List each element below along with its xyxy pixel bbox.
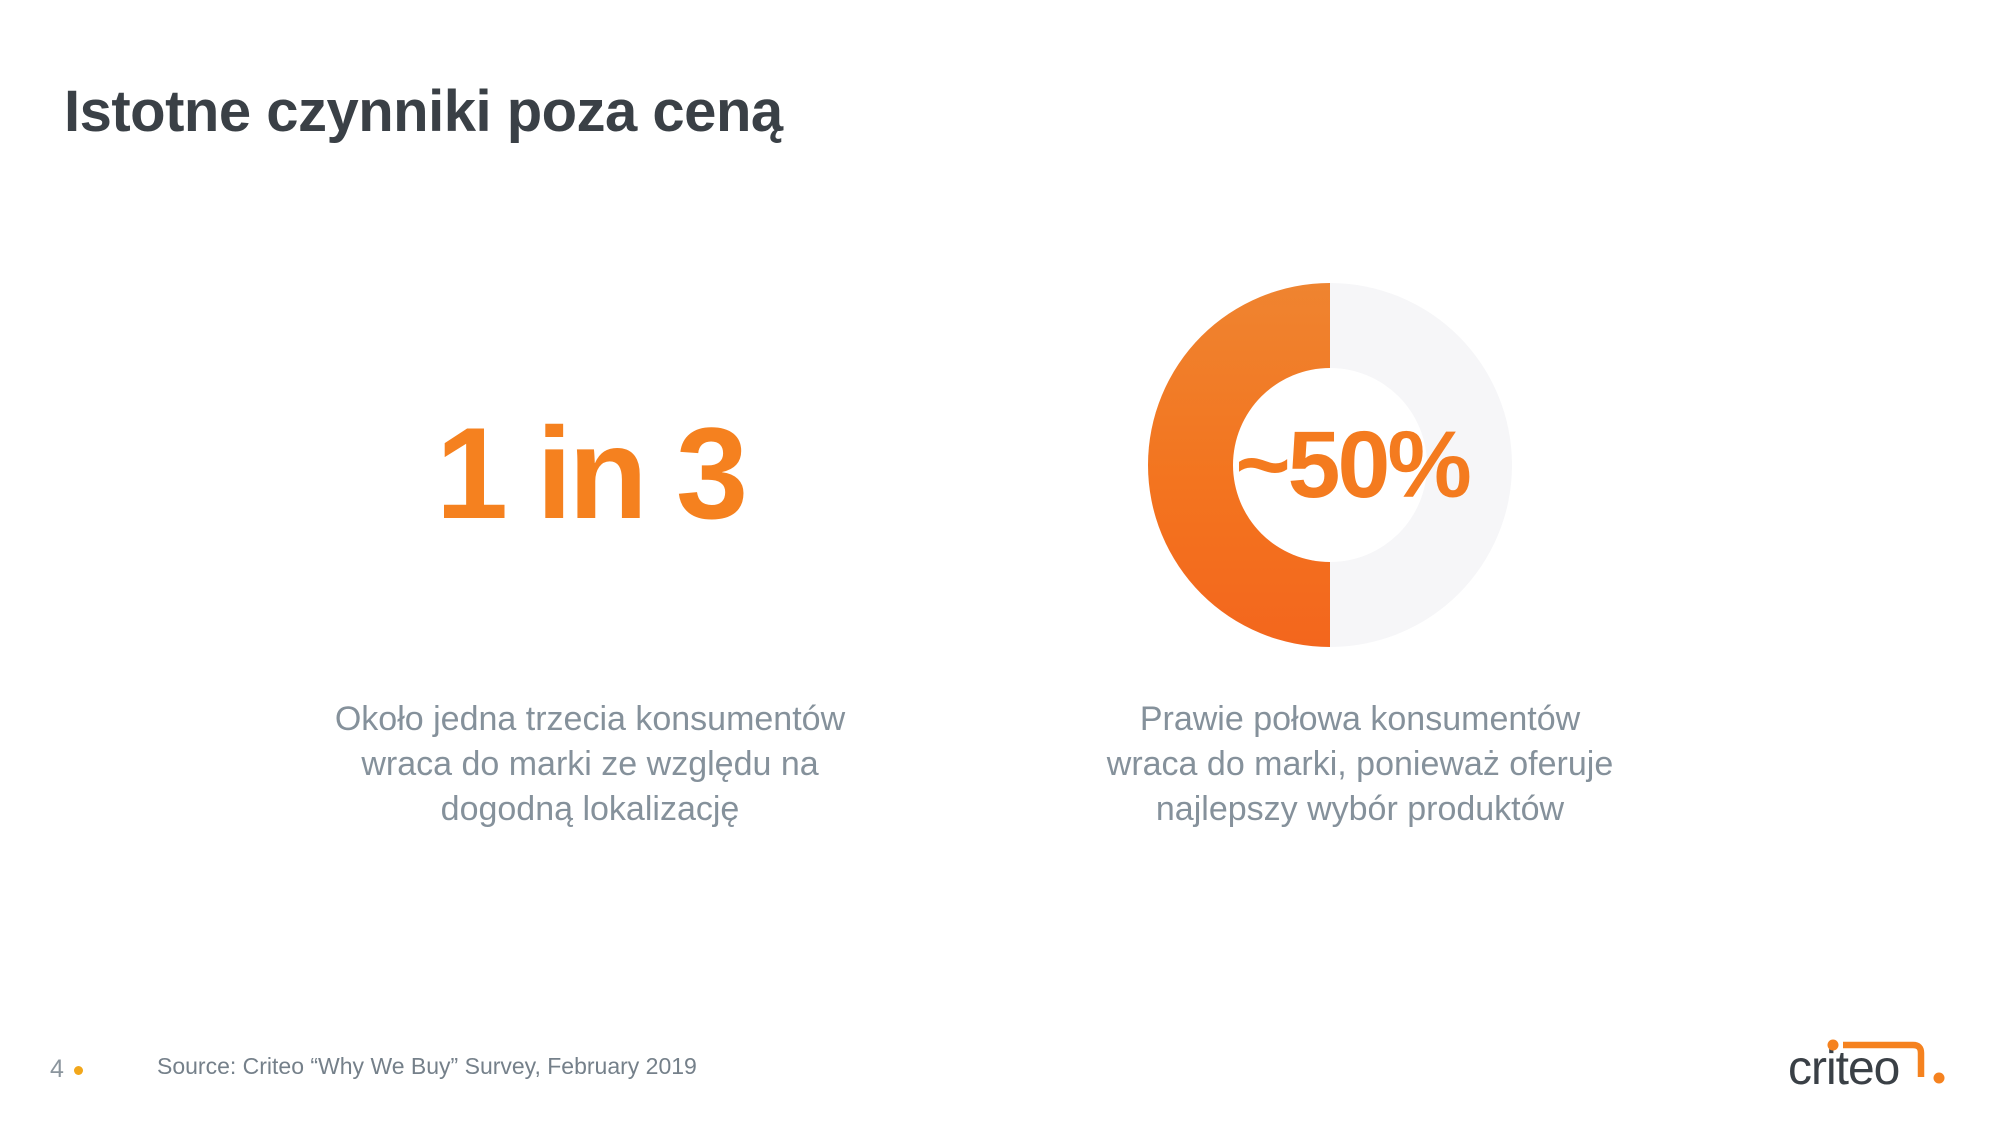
- caption-line: Około jedna trzecia konsumentów: [334, 700, 846, 738]
- criteo-wordmark: criteo: [1788, 1042, 1899, 1094]
- logo-swoosh-line: [1843, 1041, 1925, 1077]
- donut-value-label: ~50%: [1235, 411, 1472, 518]
- left-stat-caption: Około jedna trzecia konsumentów wraca do…: [190, 697, 990, 832]
- caption-line: dogodną lokalizację: [440, 790, 740, 828]
- logo-i-dot-icon: [1827, 1039, 1839, 1051]
- page-number-dot-icon: [74, 1066, 83, 1075]
- logo-period-dot-icon: [1933, 1072, 1945, 1084]
- caption-line: wraca do marki, ponieważ oferuje: [1106, 745, 1614, 783]
- caption-line: najlepszy wybór produktów: [1155, 790, 1565, 828]
- right-stat-caption: Prawie połowa konsumentów wraca do marki…: [1020, 697, 1700, 832]
- caption-line: Prawie połowa konsumentów: [1139, 700, 1581, 738]
- donut-hole: [1233, 368, 1427, 562]
- stat-one-in-three: 1 in 3: [435, 400, 748, 546]
- page-number: 4: [50, 1055, 64, 1083]
- criteo-logo: criteo: [1788, 1039, 1945, 1094]
- slide-title: Istotne czynniki poza ceną: [64, 79, 783, 144]
- source-citation: Source: Criteo “Why We Buy” Survey, Febr…: [157, 1053, 697, 1079]
- caption-line: wraca do marki ze względu na: [361, 745, 819, 783]
- donut-chart: ~50%: [1148, 283, 1512, 647]
